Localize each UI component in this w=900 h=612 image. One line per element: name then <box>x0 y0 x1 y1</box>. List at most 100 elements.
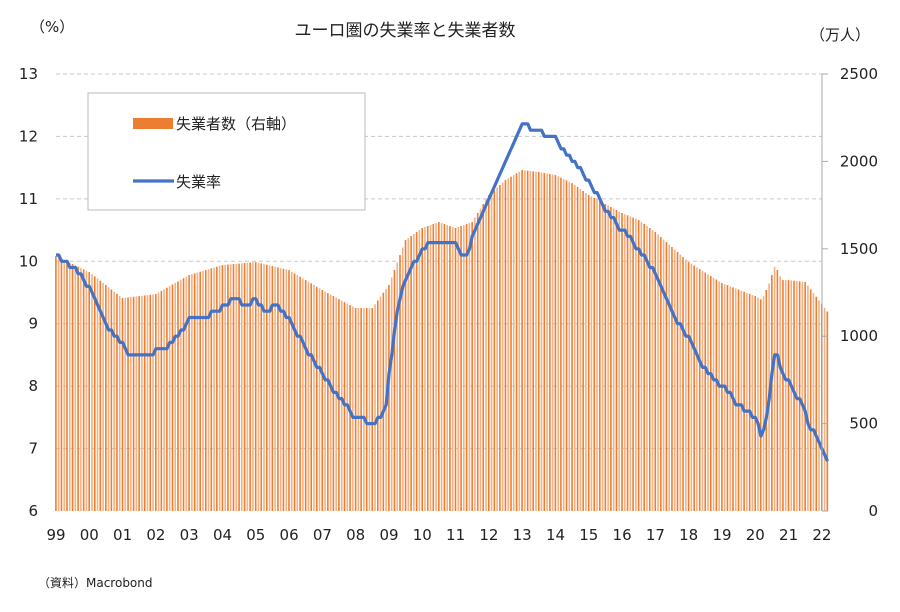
unemployed-bar <box>421 227 423 512</box>
unemployed-bar <box>335 297 337 511</box>
unemployed-bar <box>310 283 312 511</box>
unemployed-bar <box>446 225 448 511</box>
x-tick-label: 13 <box>513 526 532 544</box>
unemployed-bar <box>565 180 568 511</box>
unemployed-bar <box>429 225 432 511</box>
x-tick-label: 03 <box>180 526 199 544</box>
unemployed-bar <box>435 223 437 511</box>
unemployed-bar <box>163 289 165 511</box>
unemployed-bar <box>68 262 71 511</box>
unemployed-bar <box>185 276 188 511</box>
unemployed-bar <box>168 286 171 511</box>
unemployed-bar <box>254 262 257 511</box>
unemployed-bar <box>474 217 476 512</box>
unemployed-bar <box>482 203 485 512</box>
unemployed-bar <box>132 296 135 511</box>
unemployed-bar <box>299 276 301 511</box>
unemployed-bar <box>685 259 687 511</box>
unemployed-bar <box>493 190 496 512</box>
x-tick-label: 09 <box>379 526 398 544</box>
x-axis-ticks: 99 00 01 02 03 04 05 06 07 08 09 10 11 12 13 14 15 16 17 18… <box>46 526 831 544</box>
unemployed-bar <box>779 276 781 511</box>
unemployed-bar <box>593 197 596 511</box>
unemployed-bar <box>302 278 304 511</box>
unemployed-bar <box>279 268 282 511</box>
unemployed-bar <box>776 270 779 511</box>
unemployed-bar <box>540 172 543 512</box>
unemployed-bar <box>676 252 679 511</box>
unemployed-bar <box>390 277 393 511</box>
unemployed-bar <box>141 295 143 511</box>
unemployed-bar <box>246 262 249 511</box>
unemployed-bar <box>365 308 368 511</box>
unemployed-bar <box>396 262 399 511</box>
unemployed-bar <box>404 240 407 511</box>
unemployed-bar <box>354 308 357 511</box>
unemployed-bar <box>568 181 571 512</box>
unemployed-bar <box>510 176 512 512</box>
unemployed-bar <box>93 276 96 511</box>
unemployed-bar <box>135 296 138 511</box>
unemployed-bar <box>152 294 154 511</box>
unemployed-bar <box>55 255 57 511</box>
unemployed-bar <box>499 185 501 511</box>
left-tick-label: 13 <box>19 65 38 83</box>
unemployed-bar <box>241 263 243 511</box>
unemployed-bar <box>329 294 332 511</box>
x-tick-label: 12 <box>479 526 498 544</box>
unemployed-bar <box>424 227 426 511</box>
unemployed-bar <box>721 283 723 511</box>
x-tick-label: 02 <box>146 526 165 544</box>
unemployed-bar <box>782 280 784 511</box>
unemployed-bar <box>124 297 127 511</box>
unemployed-bar <box>560 177 562 511</box>
unemployed-bar <box>60 258 63 511</box>
unemployed-bar <box>640 221 643 511</box>
unemployed-bar <box>571 183 573 511</box>
unemployed-bar <box>457 227 460 511</box>
unemployed-bar <box>252 262 254 511</box>
unemployed-bar <box>277 267 279 511</box>
unemployed-bar <box>343 302 346 511</box>
legend-bars-label: 失業者数（右軸） <box>176 115 296 133</box>
unemployed-bar <box>57 257 60 511</box>
unemployed-bar <box>80 268 82 511</box>
unemployed-bar <box>138 296 140 511</box>
unemployed-bar <box>113 291 115 511</box>
unemployed-bar <box>282 268 285 511</box>
unemployed-bar <box>377 300 379 511</box>
unemployed-bar <box>121 298 124 511</box>
unemployed-bar <box>160 290 163 511</box>
unemployed-bar <box>790 280 793 511</box>
x-tick-label: 21 <box>779 526 798 544</box>
unemployed-bar <box>549 174 551 511</box>
unemployed-bar <box>204 270 207 511</box>
unemployed-bar <box>812 293 815 511</box>
unemployed-bar <box>743 291 745 511</box>
unemployed-bar <box>393 270 396 511</box>
unemployed-bar <box>360 308 362 511</box>
unemployed-bar <box>587 194 590 511</box>
unemployed-bar <box>723 284 726 511</box>
unemployed-bar <box>546 173 548 512</box>
unemployed-bar <box>382 292 385 511</box>
unemployed-bar <box>426 226 429 511</box>
x-tick-label: 16 <box>613 526 632 544</box>
unemployed-bar <box>654 232 657 511</box>
unemployed-bar <box>324 291 326 511</box>
unemployed-bar <box>315 286 318 511</box>
unemployed-bar <box>146 295 149 511</box>
unemployed-bar <box>815 296 818 511</box>
left-tick-label: 12 <box>19 127 38 145</box>
unemployed-bar <box>143 295 146 511</box>
unemployed-bar <box>155 294 157 511</box>
unemployed-bar <box>460 226 462 511</box>
unemployed-bar <box>784 280 787 511</box>
unemployed-bar <box>166 287 168 511</box>
unemployed-bar <box>535 171 537 511</box>
unemployed-bar <box>238 263 240 511</box>
unemployed-bar <box>171 284 174 511</box>
unemployed-bar <box>801 281 804 511</box>
left-axis-ticks: 6 7 8 9 10 11 12 13 <box>19 65 38 520</box>
unemployed-bar <box>271 266 274 511</box>
